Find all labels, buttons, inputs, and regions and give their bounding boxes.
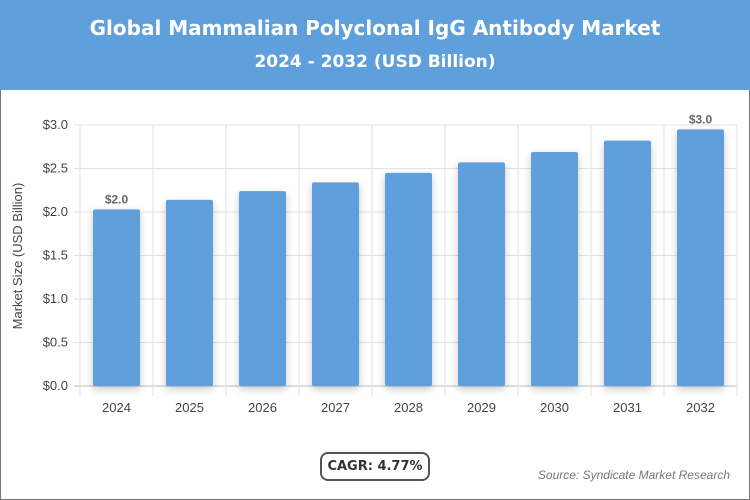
bar: [604, 140, 651, 386]
bar: [239, 191, 286, 386]
y-tick-label: $2.0: [43, 204, 68, 219]
chart-title: Global Mammalian Polyclonal IgG Antibody…: [89, 16, 661, 40]
chart-subtitle: 2024 - 2032 (USD Billion): [254, 52, 496, 72]
cagr-badge: CAGR: 4.77%: [320, 452, 430, 481]
y-tick-label: $1.5: [43, 248, 68, 263]
chart-header: Global Mammalian Polyclonal IgG Antibody…: [0, 0, 750, 90]
bar: [385, 172, 432, 386]
y-tick-label: $3.0: [43, 117, 68, 132]
x-tick-label: 2029: [467, 400, 496, 415]
bar: [166, 199, 213, 386]
bar: [458, 162, 505, 386]
x-tick-label: 2031: [613, 400, 642, 415]
bar: [93, 209, 140, 386]
y-tick-label: $0.5: [43, 335, 68, 350]
data-label: $3.0: [689, 112, 713, 126]
x-tick-label: 2028: [394, 400, 423, 415]
y-tick-label: $0.0: [43, 378, 68, 393]
bar: [677, 129, 724, 386]
x-tick-label: 2026: [248, 400, 277, 415]
x-tick-label: 2027: [321, 400, 350, 415]
x-tick-label: 2030: [540, 400, 569, 415]
bar: [531, 151, 578, 386]
bar: [312, 182, 359, 386]
data-label: $2.0: [105, 192, 129, 206]
x-tick-label: 2025: [175, 400, 204, 415]
y-tick-label: $1.0: [43, 291, 68, 306]
x-tick-label: 2024: [102, 400, 131, 415]
x-tick-label: 2032: [686, 400, 715, 415]
y-tick-label: $2.5: [43, 161, 68, 176]
y-axis-label: Market Size (USD Billion): [10, 183, 25, 330]
source-note: Source: Syndicate Market Research: [537, 468, 730, 482]
